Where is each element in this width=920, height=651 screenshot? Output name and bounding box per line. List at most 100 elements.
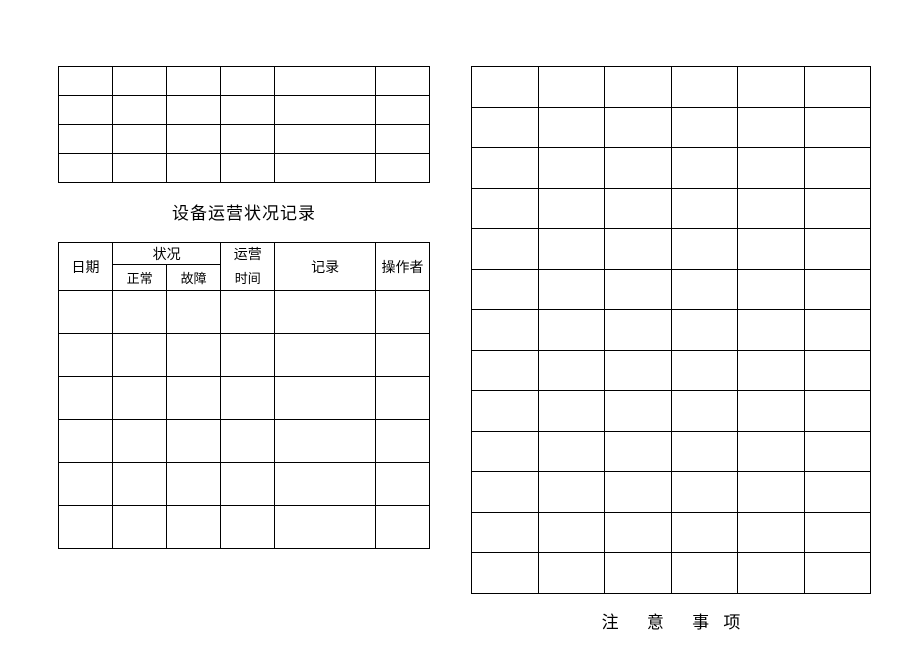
table-cell xyxy=(375,506,429,549)
table-cell xyxy=(472,431,539,472)
table-cell xyxy=(472,512,539,553)
table-cell xyxy=(275,96,376,125)
table-cell xyxy=(167,67,221,96)
table-cell xyxy=(221,125,275,154)
table-cell xyxy=(605,188,672,229)
table-cell xyxy=(804,269,871,310)
table-cell xyxy=(671,67,738,108)
table-cell xyxy=(538,553,605,594)
table-cell xyxy=(804,472,871,513)
table-cell xyxy=(738,229,805,270)
table-cell xyxy=(275,334,376,377)
table-cell xyxy=(605,310,672,351)
notes-title: 注 意 事 项 xyxy=(471,608,871,633)
col-fault: 故障 xyxy=(167,265,221,291)
table-cell xyxy=(59,96,113,125)
table-row xyxy=(59,96,430,125)
table-cell xyxy=(605,107,672,148)
table-row xyxy=(472,350,871,391)
table-row xyxy=(59,334,430,377)
table-row xyxy=(59,463,430,506)
table-cell xyxy=(113,420,167,463)
table-cell xyxy=(275,506,376,549)
col-runtime-sub: 时间 xyxy=(221,265,275,291)
table-cell xyxy=(804,310,871,351)
table-cell xyxy=(113,125,167,154)
table-cell xyxy=(671,391,738,432)
table-cell xyxy=(605,229,672,270)
table-cell xyxy=(804,391,871,432)
table-cell xyxy=(113,463,167,506)
table-cell xyxy=(113,67,167,96)
table-cell xyxy=(59,463,113,506)
table-cell xyxy=(275,154,376,183)
table-cell xyxy=(59,291,113,334)
table-cell xyxy=(275,463,376,506)
table-cell xyxy=(738,350,805,391)
table-cell xyxy=(671,269,738,310)
table-cell xyxy=(472,229,539,270)
table-cell xyxy=(738,512,805,553)
table-cell xyxy=(113,96,167,125)
table-cell xyxy=(738,148,805,189)
table-cell xyxy=(671,107,738,148)
notes-title-char-1: 注 xyxy=(602,608,619,633)
table-cell xyxy=(375,96,429,125)
table-cell xyxy=(671,188,738,229)
table-cell xyxy=(538,188,605,229)
top-blank-table xyxy=(58,66,430,183)
record-table-body xyxy=(59,291,430,549)
table-cell xyxy=(472,107,539,148)
table-cell xyxy=(221,67,275,96)
notes-table xyxy=(471,66,871,594)
table-cell xyxy=(113,506,167,549)
table-row xyxy=(59,154,430,183)
table-cell xyxy=(375,420,429,463)
table-cell xyxy=(167,125,221,154)
table-cell xyxy=(59,67,113,96)
table-cell xyxy=(167,154,221,183)
table-cell xyxy=(275,291,376,334)
table-cell xyxy=(59,154,113,183)
table-row xyxy=(472,229,871,270)
table-cell xyxy=(538,67,605,108)
table-row xyxy=(472,67,871,108)
top-table-body xyxy=(59,67,430,183)
table-cell xyxy=(804,229,871,270)
col-date: 日期 xyxy=(59,243,113,291)
table-cell xyxy=(538,229,605,270)
table-row xyxy=(59,506,430,549)
table-cell xyxy=(275,420,376,463)
notes-table-body xyxy=(472,67,871,594)
table-cell xyxy=(221,420,275,463)
table-cell xyxy=(472,391,539,432)
col-runtime-top: 运营 xyxy=(221,243,275,265)
table-cell xyxy=(167,334,221,377)
table-row xyxy=(472,431,871,472)
table-cell xyxy=(804,67,871,108)
table-cell xyxy=(538,269,605,310)
table-cell xyxy=(671,310,738,351)
table-row xyxy=(472,188,871,229)
table-cell xyxy=(538,148,605,189)
table-cell xyxy=(375,334,429,377)
notes-title-char-4: 项 xyxy=(723,608,740,633)
table-cell xyxy=(221,463,275,506)
table-cell xyxy=(113,377,167,420)
table-cell xyxy=(671,148,738,189)
table-cell xyxy=(221,377,275,420)
table-cell xyxy=(221,506,275,549)
table-cell xyxy=(472,350,539,391)
table-cell xyxy=(804,553,871,594)
table-cell xyxy=(59,377,113,420)
table-cell xyxy=(221,96,275,125)
record-table-title: 设备运营状况记录 xyxy=(58,199,430,224)
table-cell xyxy=(113,334,167,377)
notes-title-char-3: 事 xyxy=(692,608,709,633)
table-cell xyxy=(275,67,376,96)
table-cell xyxy=(605,67,672,108)
table-row xyxy=(472,107,871,148)
table-cell xyxy=(221,334,275,377)
table-cell xyxy=(738,310,805,351)
table-cell xyxy=(538,472,605,513)
